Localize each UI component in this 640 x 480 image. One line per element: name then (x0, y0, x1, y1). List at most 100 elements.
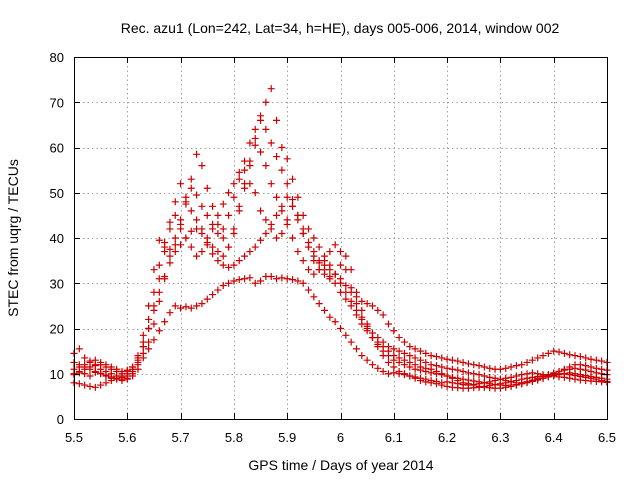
data-point (427, 352, 435, 360)
data-point (571, 352, 579, 360)
data-point (241, 157, 249, 165)
data-point (422, 378, 430, 386)
data-point (528, 377, 536, 385)
y-tick-label: 60 (50, 141, 64, 156)
data-point (587, 355, 595, 363)
data-point (305, 266, 313, 274)
data-point (267, 180, 275, 188)
data-point (384, 320, 392, 328)
data-point (289, 175, 297, 183)
data-point (113, 367, 121, 375)
data-point (81, 381, 89, 389)
data-point (91, 362, 99, 370)
data-point (134, 365, 142, 373)
data-point (97, 361, 105, 369)
data-point (150, 336, 158, 344)
data-point (518, 361, 526, 369)
x-tick-label: 6.1 (385, 430, 403, 445)
data-point (321, 252, 329, 260)
data-point (251, 189, 259, 197)
data-point (326, 275, 334, 283)
data-point (262, 162, 270, 170)
data-point (432, 362, 440, 370)
data-point (273, 153, 281, 161)
data-point (166, 225, 174, 233)
data-point (518, 379, 526, 387)
data-point (283, 220, 291, 228)
data-point (134, 352, 142, 360)
data-point (118, 377, 126, 385)
data-point (177, 304, 185, 312)
data-point (129, 372, 137, 380)
data-point (235, 276, 243, 284)
data-point (374, 340, 382, 348)
data-point (438, 371, 446, 379)
y-tick-label: 20 (50, 322, 64, 337)
data-point (235, 175, 243, 183)
data-point (187, 227, 195, 235)
data-point (379, 338, 387, 346)
data-point (145, 325, 153, 332)
data-point (342, 282, 350, 290)
data-point (582, 354, 590, 362)
data-point (331, 318, 339, 326)
data-point (299, 257, 307, 265)
data-point (251, 279, 259, 287)
data-point (454, 366, 462, 374)
data-point (486, 364, 494, 372)
data-point (523, 378, 531, 386)
data-point (214, 211, 222, 219)
data-point (214, 257, 222, 265)
data-point (395, 347, 403, 355)
data-point (502, 383, 510, 391)
data-point (576, 353, 584, 361)
x-tick-label: 5.7 (172, 430, 190, 445)
x-tick-label: 6.5 (598, 430, 616, 445)
data-point (273, 234, 281, 242)
data-point (187, 184, 195, 192)
data-point (427, 369, 435, 377)
y-tick-label: 30 (50, 276, 64, 291)
data-point (305, 239, 313, 247)
data-point (102, 363, 110, 371)
data-point (273, 275, 281, 283)
data-point (203, 184, 211, 192)
data-point (475, 382, 483, 390)
data-point (214, 248, 222, 256)
data-point (512, 362, 520, 370)
data-point (278, 207, 286, 215)
data-point (166, 252, 174, 260)
data-point (368, 302, 376, 310)
data-point (550, 370, 558, 378)
data-point (145, 345, 153, 353)
data-point (198, 162, 206, 170)
data-point (267, 225, 275, 233)
data-point (257, 236, 265, 244)
data-point (422, 367, 430, 375)
data-point (283, 180, 291, 188)
data-point (235, 168, 243, 176)
data-point (257, 277, 265, 285)
data-point (416, 377, 424, 385)
data-point (246, 248, 254, 256)
y-tick-label: 0 (57, 412, 64, 427)
data-point (459, 358, 467, 366)
data-point (262, 216, 270, 224)
data-point (443, 382, 451, 390)
y-tick-labels: 0 10 20 30 40 50 60 70 80 (50, 50, 64, 427)
data-point (177, 180, 185, 188)
data-point (182, 198, 190, 206)
data-point (294, 193, 302, 201)
x-tick-label: 5.5 (65, 430, 83, 445)
data-point (400, 349, 408, 357)
data-point (321, 261, 329, 269)
data-point (448, 356, 456, 364)
data-point (379, 311, 387, 319)
data-point (198, 248, 206, 256)
data-point (315, 266, 323, 274)
data-point (470, 361, 478, 369)
data-point (182, 234, 190, 242)
data-point (384, 358, 392, 366)
data-point (262, 125, 270, 133)
y-tick-label: 50 (50, 186, 64, 201)
